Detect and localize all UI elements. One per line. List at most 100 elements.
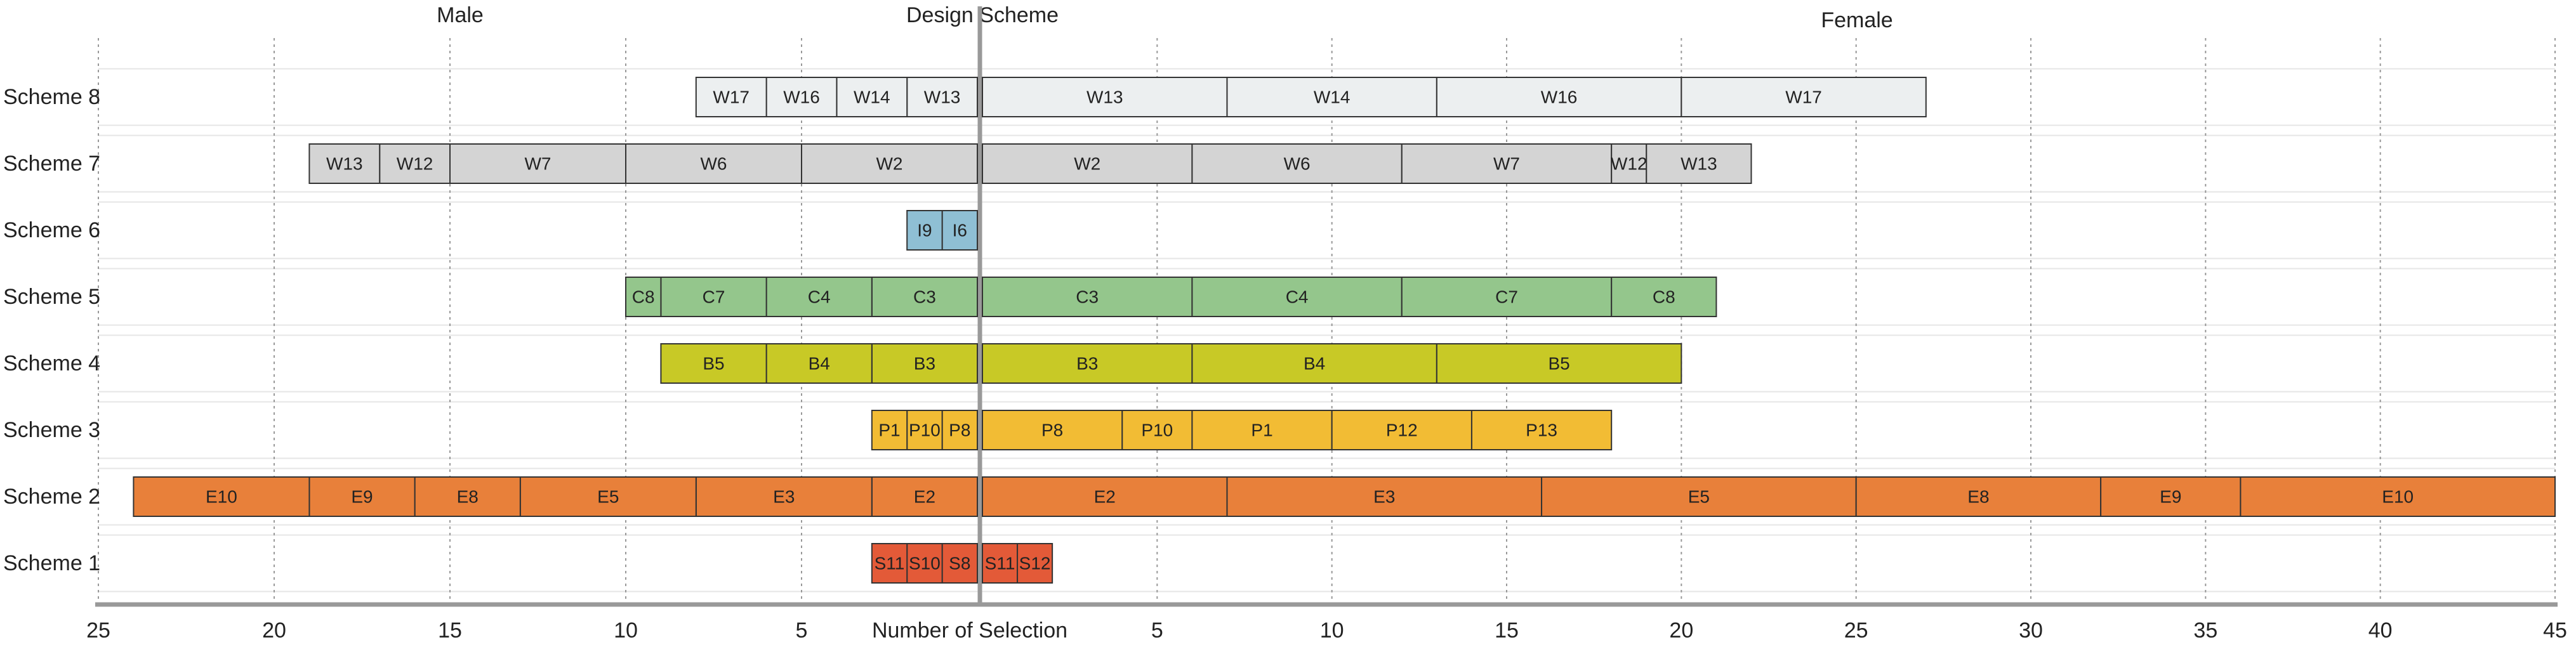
segment-label: B4	[1304, 353, 1325, 373]
x-tick-label: 20	[1669, 618, 1693, 643]
segment-label: W13	[1681, 154, 1717, 173]
bar-segment	[379, 143, 451, 184]
segment-label: W2	[876, 154, 903, 173]
segment-label: E3	[1373, 487, 1395, 506]
segment-label: E8	[457, 487, 479, 506]
bar-segment	[906, 543, 943, 584]
bar-segment	[765, 277, 873, 317]
segment-label: C3	[913, 287, 936, 306]
segment-label: P10	[1141, 420, 1173, 440]
bar-segment	[1855, 476, 2102, 517]
bar-segment	[941, 210, 978, 251]
segment-label: W16	[1541, 87, 1578, 107]
bar-segment	[982, 77, 1228, 117]
x-tick-label: 40	[2368, 618, 2393, 643]
segment-label: B4	[809, 353, 830, 373]
bar-segment	[765, 343, 873, 384]
segment-label: C4	[808, 287, 831, 306]
segment-label: B5	[1548, 353, 1569, 373]
bar-segment	[2240, 476, 2556, 517]
segment-label: W13	[326, 154, 363, 173]
segment-label: I6	[953, 220, 967, 240]
bar-segment	[1401, 143, 1613, 184]
category-label: Scheme 7	[3, 152, 100, 176]
segment-label: C4	[1286, 287, 1309, 306]
segment-label: B3	[914, 353, 935, 373]
x-tick-label: 10	[614, 618, 638, 643]
bar-segment	[625, 277, 662, 317]
x-tick-label: 30	[2019, 618, 2043, 643]
segment-label: W7	[1493, 154, 1520, 173]
segment-label: B3	[1076, 353, 1098, 373]
chart-title: Design Scheme	[906, 3, 1059, 27]
x-tick-label: 15	[1495, 618, 1519, 643]
x-tick-label: 25	[1844, 618, 1868, 643]
bar-segment	[1191, 143, 1403, 184]
bar-segment	[1470, 410, 1613, 450]
x-tick-label: 15	[438, 618, 462, 643]
segment-label: W13	[924, 87, 961, 107]
segment-label: P13	[1526, 420, 1557, 440]
x-tick-label: 35	[2193, 618, 2217, 643]
bar-segment	[906, 210, 943, 251]
panel-label: Male	[437, 3, 484, 27]
bar-segment	[2100, 476, 2242, 517]
bar-segment	[871, 543, 908, 584]
bar-segment	[801, 143, 978, 184]
segment-label: E9	[2160, 487, 2181, 506]
x-tick-label: 5	[1151, 618, 1163, 643]
segment-label: B5	[703, 353, 724, 373]
bar-segment	[695, 77, 767, 117]
segment-label: E8	[1967, 487, 1989, 506]
category-label: Scheme 2	[3, 485, 100, 509]
segment-label: P8	[949, 420, 970, 440]
segment-label: P1	[878, 420, 900, 440]
bar-segment	[414, 476, 521, 517]
segment-label: E5	[597, 487, 619, 506]
bar-segment	[1191, 277, 1403, 317]
segment-label: W17	[1785, 87, 1822, 107]
segment-label: C3	[1076, 287, 1099, 306]
x-tick-label: 45	[2543, 618, 2567, 643]
bar-segment	[1401, 277, 1613, 317]
segment-label: W7	[525, 154, 552, 173]
segment-label: W2	[1074, 154, 1100, 173]
segment-label: E2	[914, 487, 935, 506]
x-tick-label: 20	[262, 618, 286, 643]
bar-segment	[695, 476, 873, 517]
bar-segment	[1017, 543, 1054, 584]
bar-segment	[982, 277, 1193, 317]
bar-segment	[982, 543, 1019, 584]
category-label: Scheme 3	[3, 418, 100, 442]
bar-segment	[308, 143, 381, 184]
category-label: Scheme 4	[3, 351, 100, 376]
segment-label: W12	[397, 154, 433, 173]
x-tick-label: 25	[86, 618, 110, 643]
bar-segment	[660, 343, 767, 384]
segment-label: P12	[1386, 420, 1418, 440]
x-axis-label: Number of Selection	[872, 618, 1067, 643]
x-tick-label: 10	[1320, 618, 1344, 643]
segment-label: C8	[1653, 287, 1675, 306]
bar-segment	[1646, 143, 1752, 184]
segment-label: W17	[713, 87, 750, 107]
segment-label: S10	[909, 553, 941, 573]
segment-label: W13	[1087, 87, 1123, 107]
bar-segment	[906, 77, 978, 117]
x-tick-label: 5	[796, 618, 808, 643]
bar-segment	[1191, 343, 1437, 384]
segment-label: C8	[632, 287, 655, 306]
category-label: Scheme 5	[3, 285, 100, 309]
segment-label: E10	[206, 487, 237, 506]
bar-segment	[1611, 277, 1717, 317]
bar-segment	[871, 476, 979, 517]
bar-segment	[982, 143, 1193, 184]
bar-segment	[765, 77, 838, 117]
bar-segment	[1541, 476, 1857, 517]
bar-segment	[982, 343, 1193, 384]
category-label: Scheme 1	[3, 551, 100, 575]
segment-label: S8	[949, 553, 970, 573]
bar-segment	[133, 476, 310, 517]
segment-label: I9	[917, 220, 932, 240]
